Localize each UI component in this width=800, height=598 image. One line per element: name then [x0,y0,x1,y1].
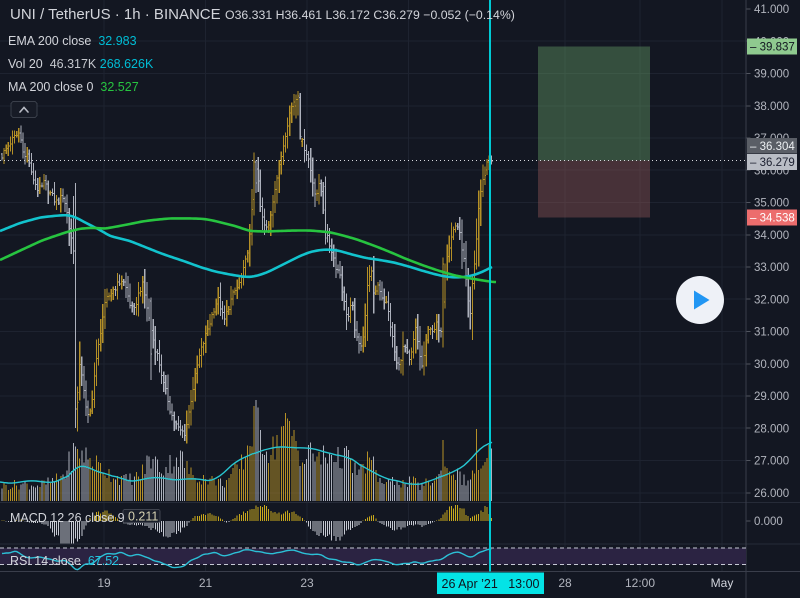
svg-text:O36.331 H36.461 L36.172 C36.27: O36.331 H36.461 L36.172 C36.279 −0.052 (… [225,8,515,22]
svg-text:12:00: 12:00 [625,576,655,590]
svg-text:35.000: 35.000 [754,198,789,210]
svg-text:23: 23 [300,576,314,590]
svg-text:May: May [711,576,734,590]
svg-text:RSI 14 close 67.52: RSI 14 close 67.52 [10,554,119,568]
svg-text:21: 21 [199,576,213,590]
svg-text:UNI / TetherUS · 1h · BINANCE: UNI / TetherUS · 1h · BINANCE [10,6,221,23]
svg-text:EMA 200 close 32.983: EMA 200 close 32.983 [8,34,137,48]
svg-text:28: 28 [558,576,572,590]
svg-text:26 Apr ’21 13:00: 26 Apr ’21 13:00 [442,577,540,591]
svg-text:29.000: 29.000 [754,391,789,403]
svg-text:MA 200 close 0 32.527: MA 200 close 0 32.527 [8,80,139,94]
svg-text:33.000: 33.000 [754,262,789,274]
svg-text:– 34.538: – 34.538 [750,213,795,225]
svg-text:– 36.279: – 36.279 [750,157,795,169]
svg-text:– 39.837: – 39.837 [750,41,795,53]
svg-text:32.000: 32.000 [754,294,789,306]
svg-text:41.000: 41.000 [754,4,789,16]
svg-text:31.000: 31.000 [754,327,789,339]
svg-text:26.000: 26.000 [754,488,789,500]
svg-text:MACD 12 26 close 9: MACD 12 26 close 9 [10,511,125,525]
svg-text:0.211: 0.211 [128,510,158,524]
svg-text:39.000: 39.000 [754,69,789,81]
svg-text:19: 19 [97,576,111,590]
svg-text:30.000: 30.000 [754,359,789,371]
svg-text:0.000: 0.000 [754,516,783,528]
svg-text:28.000: 28.000 [754,423,789,435]
svg-text:34.000: 34.000 [754,230,789,242]
svg-text:Vol 20 46.317K 268.626K: Vol 20 46.317K 268.626K [8,57,154,71]
svg-text:– 36.304: – 36.304 [750,141,795,153]
svg-text:27.000: 27.000 [754,456,789,468]
svg-text:38.000: 38.000 [754,101,789,113]
